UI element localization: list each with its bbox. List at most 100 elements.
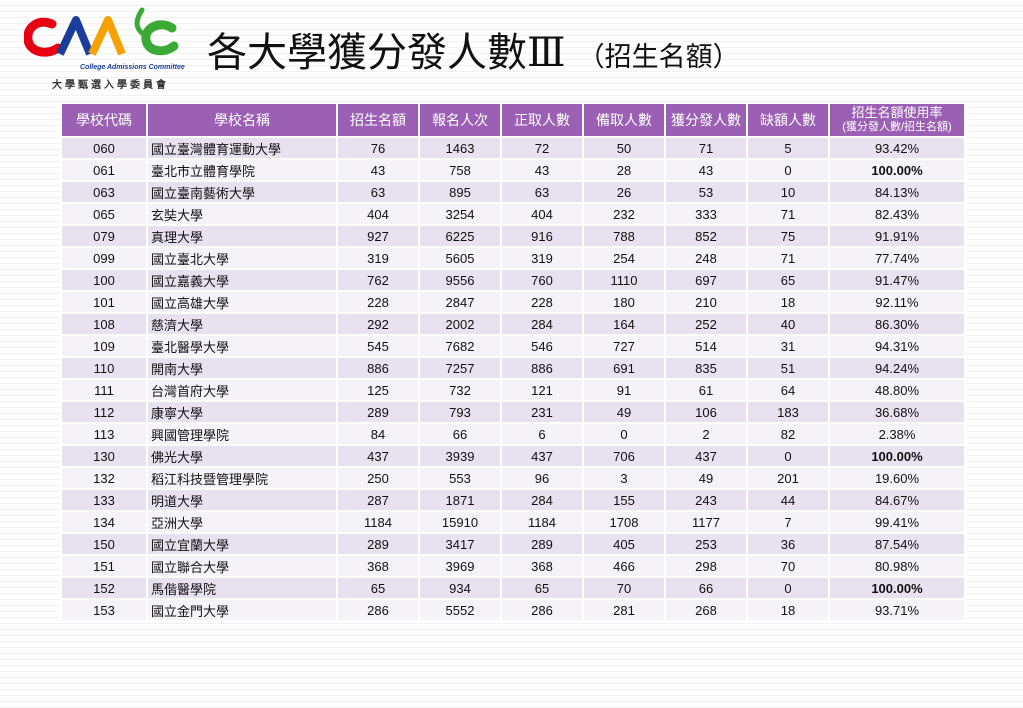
cell-quota: 286 [336,598,420,622]
header-admitted: 正取人數 [500,102,584,138]
cell-code: 108 [60,312,148,336]
cell-usage: 87.54% [828,532,966,556]
cell-admitted: 228 [500,290,584,314]
cell-vacancy: 18 [746,290,830,314]
cell-applicants: 66 [418,422,502,446]
cell-admitted: 6 [500,422,584,446]
header-allocated: 獲分發人數 [664,102,748,138]
cell-name: 開南大學 [146,356,338,380]
cell-admitted: 286 [500,598,584,622]
cell-usage: 2.38% [828,422,966,446]
cell-vacancy: 82 [746,422,830,446]
cell-name: 稻江科技暨管理學院 [146,466,338,490]
cell-admitted: 43 [500,158,584,182]
cell-allocated: 268 [664,598,748,622]
cell-name: 馬偕醫學院 [146,576,338,600]
cell-applicants: 3417 [418,532,502,556]
cell-waitlist: 788 [582,224,666,248]
cell-allocated: 2 [664,422,748,446]
cell-vacancy: 0 [746,158,830,182]
cell-applicants: 5552 [418,598,502,622]
cell-code: 133 [60,488,148,512]
cell-vacancy: 201 [746,466,830,490]
cell-name: 國立聯合大學 [146,554,338,578]
table-row: 113 興國管理學院 84 66 6 0 2 82 2.38% [60,422,966,446]
cell-quota: 437 [336,444,420,468]
cell-waitlist: 232 [582,202,666,226]
cell-applicants: 2847 [418,290,502,314]
cell-quota: 228 [336,290,420,314]
cell-code: 153 [60,598,148,622]
cell-allocated: 243 [664,488,748,512]
cell-quota: 125 [336,378,420,402]
cell-usage: 100.00% [828,576,966,600]
table-row: 065 玄奘大學 404 3254 404 232 333 71 82.43% [60,202,966,226]
cell-waitlist: 405 [582,532,666,556]
title-main: 各大學獲分發人數Ⅲ [207,30,566,76]
cell-applicants: 553 [418,466,502,490]
cell-allocated: 43 [664,158,748,182]
cell-applicants: 7682 [418,334,502,358]
header-applicants: 報名人次 [418,102,502,138]
cell-applicants: 2002 [418,312,502,336]
logo-chinese-text: 大學甄選入學委員會 [52,80,169,91]
cell-name: 玄奘大學 [146,202,338,226]
table-row: 109 臺北醫學大學 545 7682 546 727 514 31 94.31% [60,334,966,358]
cell-applicants: 1463 [418,136,502,160]
cell-waitlist: 50 [582,136,666,160]
cell-applicants: 5605 [418,246,502,270]
cell-allocated: 514 [664,334,748,358]
cell-name: 國立高雄大學 [146,290,338,314]
cell-vacancy: 40 [746,312,830,336]
cell-allocated: 210 [664,290,748,314]
cell-waitlist: 3 [582,466,666,490]
table-row: 110 開南大學 886 7257 886 691 835 51 94.24% [60,356,966,380]
cell-admitted: 916 [500,224,584,248]
cell-usage: 92.11% [828,290,966,314]
cell-applicants: 3939 [418,444,502,468]
cell-usage: 77.74% [828,246,966,270]
table-row: 130 佛光大學 437 3939 437 706 437 0 100.00% [60,444,966,468]
cell-code: 060 [60,136,148,160]
cell-admitted: 121 [500,378,584,402]
cell-vacancy: 65 [746,268,830,292]
cell-usage: 86.30% [828,312,966,336]
cell-admitted: 368 [500,554,584,578]
cell-usage: 99.41% [828,510,966,534]
cell-name: 真理大學 [146,224,338,248]
cell-allocated: 333 [664,202,748,226]
cell-admitted: 96 [500,466,584,490]
title-subtitle: （招生名額） [577,42,740,73]
cell-quota: 65 [336,576,420,600]
cell-allocated: 1177 [664,510,748,534]
cell-allocated: 71 [664,136,748,160]
table-row: 111 台灣首府大學 125 732 121 91 61 64 48.80% [60,378,966,402]
cell-usage: 93.71% [828,598,966,622]
cell-vacancy: 36 [746,532,830,556]
cell-admitted: 760 [500,268,584,292]
cell-waitlist: 727 [582,334,666,358]
cell-usage: 100.00% [828,444,966,468]
cell-quota: 1184 [336,510,420,534]
cell-code: 130 [60,444,148,468]
cell-usage: 84.67% [828,488,966,512]
cell-code: 065 [60,202,148,226]
table-row: 134 亞洲大學 1184 15910 1184 1708 1177 7 99.41% [60,510,966,534]
cell-code: 110 [60,356,148,380]
cell-vacancy: 75 [746,224,830,248]
table-row: 151 國立聯合大學 368 3969 368 466 298 70 80.98% [60,554,966,578]
cell-usage: 91.91% [828,224,966,248]
table-row: 108 慈濟大學 292 2002 284 164 252 40 86.30% [60,312,966,336]
cell-waitlist: 1708 [582,510,666,534]
cell-allocated: 852 [664,224,748,248]
cell-applicants: 3969 [418,554,502,578]
cell-vacancy: 51 [746,356,830,380]
cell-usage: 48.80% [828,378,966,402]
cell-admitted: 1184 [500,510,584,534]
cell-quota: 43 [336,158,420,182]
cell-vacancy: 44 [746,488,830,512]
cell-code: 113 [60,422,148,446]
header-name: 學校名稱 [146,102,338,138]
cell-waitlist: 70 [582,576,666,600]
cell-code: 063 [60,180,148,204]
